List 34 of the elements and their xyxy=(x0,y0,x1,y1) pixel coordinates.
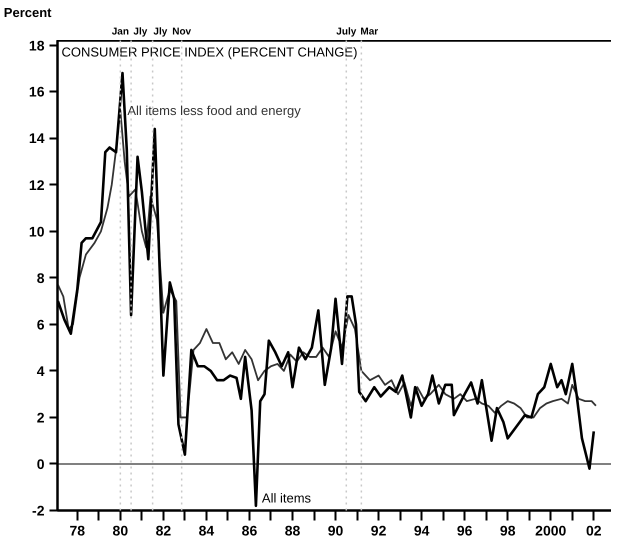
series-label: All items xyxy=(262,490,312,506)
y-tick-label: 18 xyxy=(28,38,45,54)
y-tick-label: 0 xyxy=(36,456,45,472)
x-tick-label: 02 xyxy=(586,522,602,538)
x-tick-label: 92 xyxy=(370,522,387,538)
ref-line-label: Jly xyxy=(153,26,168,38)
x-tick-label: 98 xyxy=(500,522,516,538)
ref-line-label: Mar xyxy=(360,26,378,38)
y-tick-label: 16 xyxy=(28,84,45,100)
y-axis-title: Percent xyxy=(4,5,52,20)
y-tick-label: 10 xyxy=(28,223,45,240)
ref-line-label: July xyxy=(336,26,357,38)
ref-line-label: Nov xyxy=(172,26,192,38)
x-tick-label: 2000 xyxy=(535,522,567,538)
y-tick-label: 14 xyxy=(28,130,45,146)
y-tick-label: 2 xyxy=(36,409,45,426)
x-tick-label: 86 xyxy=(242,522,258,538)
y-tick-label: 6 xyxy=(36,316,45,332)
ref-line-label: Jan xyxy=(112,26,129,38)
x-tick-label: 78 xyxy=(70,522,86,538)
x-tick-label: 96 xyxy=(456,522,473,538)
series-label: All items less food and energy xyxy=(127,102,302,118)
x-tick-label: 80 xyxy=(112,522,128,538)
x-tick-label: 90 xyxy=(328,522,344,538)
ref-line-label: Jly xyxy=(133,26,148,38)
y-tick-label: 4 xyxy=(36,362,45,379)
x-tick-label: 94 xyxy=(414,522,430,538)
x-tick-label: 88 xyxy=(284,522,300,538)
x-tick-label: 82 xyxy=(156,522,172,538)
x-tick-label: 84 xyxy=(198,522,214,538)
chart-title: CONSUMER PRICE INDEX (PERCENT CHANGE) xyxy=(62,44,358,60)
y-tick-label: 8 xyxy=(36,270,45,286)
y-tick-label: -2 xyxy=(32,502,45,518)
y-tick-label: 12 xyxy=(28,176,45,193)
